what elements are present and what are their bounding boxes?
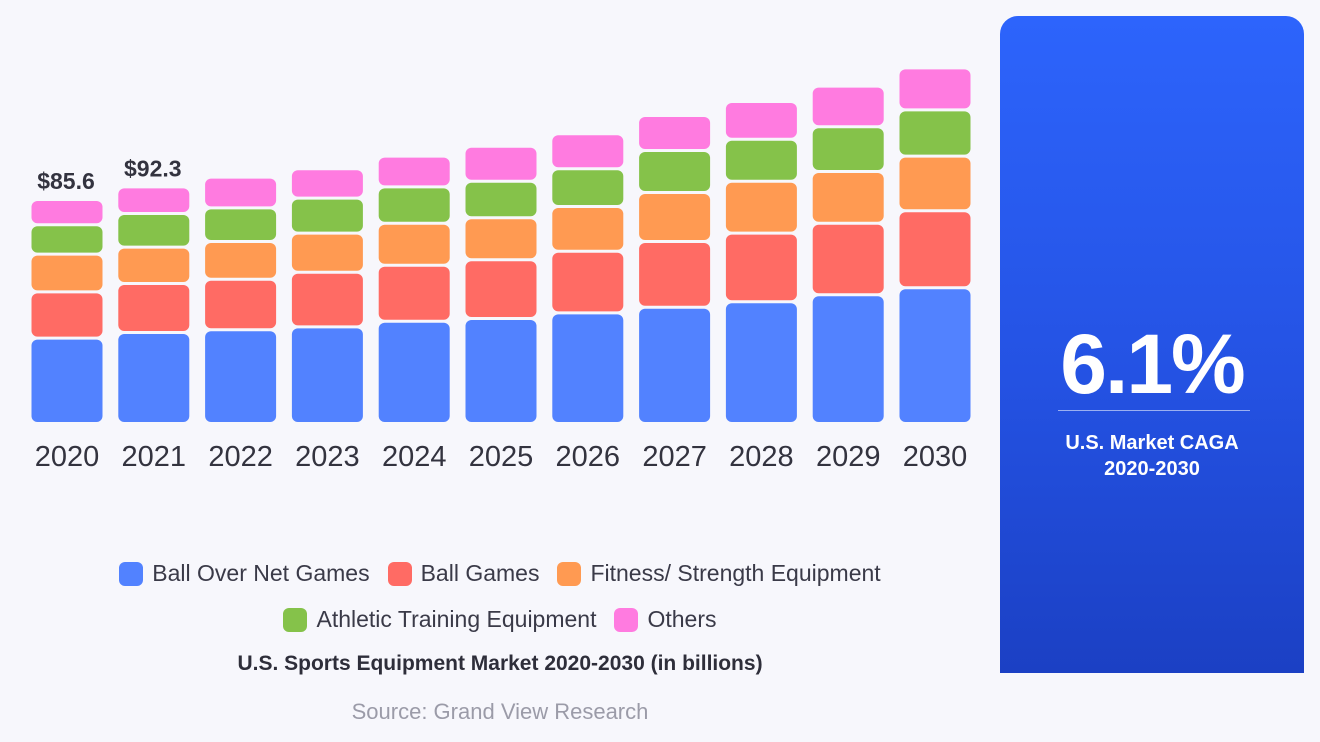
cagr-value: 6.1%	[1060, 317, 1245, 411]
bar-2022-athletic-training-equipment	[205, 209, 277, 240]
bar-2025-fitness-strength-equipment	[465, 219, 537, 259]
bar-2024-others	[378, 157, 450, 186]
legend-row-1: Ball Over Net Games Ball Games Fitness/ …	[0, 560, 1000, 587]
bar-2027-others	[639, 117, 711, 149]
bar-2025-ball-games	[465, 261, 537, 317]
cagr-label-line1: U.S. Market CAGA	[1065, 432, 1239, 454]
legend-swatch-others	[614, 607, 639, 632]
legend-label-ball-games: Ball Games	[420, 560, 540, 586]
bar-2023-athletic-training-equipment	[291, 199, 363, 232]
legend-label-athletic-training-equipment: Athletic Training Equipment	[316, 606, 597, 632]
bar-2028-ball-over-net-games	[725, 303, 797, 422]
bar-2027-ball-over-net-games	[639, 308, 711, 422]
x-tick-label-2023: 2023	[295, 441, 360, 473]
bar-2023-others	[291, 170, 363, 197]
cagr-label: U.S. Market CAGA 2020-2030	[1000, 430, 1304, 482]
bar-2029-ball-games	[812, 224, 884, 294]
bar-2023-ball-games	[291, 273, 363, 326]
bar-2020-ball-over-net-games	[31, 339, 103, 422]
data-label-2020: $85.6	[37, 168, 95, 194]
x-tick-label-2022: 2022	[208, 441, 273, 473]
bar-2022-ball-over-net-games	[205, 331, 277, 422]
x-tick-label-2029: 2029	[816, 441, 881, 473]
x-tick-label-2030: 2030	[903, 441, 968, 473]
bar-2028-ball-games	[725, 234, 797, 301]
x-tick-label-2027: 2027	[642, 441, 707, 473]
bar-2029-athletic-training-equipment	[812, 128, 884, 170]
chart-area: 2020 $85.6 2021 $92.3 2022 2023 2024 2025 2026 20…	[31, 69, 971, 724]
x-tick-label-2028: 2028	[729, 441, 794, 473]
legend-item-ball-games: Ball Games	[387, 560, 540, 587]
bar-2026-ball-games	[552, 252, 624, 312]
bar-2025-others	[465, 147, 537, 180]
bar-2025-athletic-training-equipment	[465, 182, 537, 217]
x-tick-label-2025: 2025	[469, 441, 534, 473]
bar-2020-athletic-training-equipment	[31, 226, 103, 253]
bar-2024-ball-games	[378, 266, 450, 320]
legend-swatch-fitness-strength-equipment	[557, 561, 582, 586]
bar-2028-fitness-strength-equipment	[725, 182, 797, 232]
bar-2027-athletic-training-equipment	[639, 152, 711, 191]
bar-2021-ball-over-net-games	[118, 334, 190, 422]
bar-2026-fitness-strength-equipment	[552, 208, 624, 250]
x-tick-label-2026: 2026	[556, 441, 621, 473]
bar-2024-athletic-training-equipment	[378, 188, 450, 222]
legend-item-fitness-strength-equipment: Fitness/ Strength Equipment	[557, 560, 881, 587]
legend-label-others: Others	[647, 606, 717, 632]
x-tick-label-2020: 2020	[35, 441, 100, 473]
legend-swatch-ball-games	[387, 561, 412, 586]
bar-2028-athletic-training-equipment	[725, 140, 797, 180]
legend-item-athletic-training-equipment: Athletic Training Equipment	[283, 606, 596, 633]
chart-source: Source: Grand View Research	[351, 699, 649, 724]
bar-2028-others	[725, 103, 797, 138]
bar-2027-fitness-strength-equipment	[639, 194, 711, 240]
chart-title: U.S. Sports Equipment Market 2020-2030 (…	[237, 652, 763, 675]
legend-label-ball-over-net-games: Ball Over Net Games	[152, 560, 370, 586]
bar-2029-others	[812, 87, 884, 126]
legend-row-2: Athletic Training Equipment Others	[0, 606, 1000, 633]
bar-2023-fitness-strength-equipment	[291, 234, 363, 271]
legend-label-fitness-strength-equipment: Fitness/ Strength Equipment	[590, 560, 881, 586]
legend-item-others: Others	[614, 606, 717, 633]
cagr-divider	[1058, 410, 1250, 411]
bar-2023-ball-over-net-games	[291, 328, 363, 422]
bar-2026-athletic-training-equipment	[552, 170, 624, 205]
bar-2021-athletic-training-equipment	[118, 215, 190, 246]
bar-2030-athletic-training-equipment	[899, 111, 971, 155]
bar-2022-others	[205, 178, 277, 207]
x-tick-label-2024: 2024	[382, 441, 447, 473]
bar-2030-fitness-strength-equipment	[899, 157, 971, 210]
bar-2030-ball-over-net-games	[899, 289, 971, 422]
stacked-bar-chart: 2020 $85.6 2021 $92.3 2022 2023 2024 2025 2026 20…	[31, 69, 971, 473]
bar-2027-ball-games	[639, 243, 711, 306]
bar-2026-ball-over-net-games	[552, 314, 624, 422]
bar-2030-others	[899, 69, 971, 109]
bar-2022-fitness-strength-equipment	[205, 243, 277, 278]
cagr-label-line2: 2020-2030	[1104, 458, 1200, 480]
bar-2021-fitness-strength-equipment	[118, 248, 190, 282]
bar-2021-ball-games	[118, 285, 190, 331]
bar-2021-others	[118, 188, 190, 212]
bar-2020-fitness-strength-equipment	[31, 255, 103, 291]
cagr-card: 6.1% U.S. Market CAGA 2020-2030	[1000, 16, 1304, 673]
bar-2026-others	[552, 135, 624, 168]
bar-2029-fitness-strength-equipment	[812, 173, 884, 222]
bar-2022-ball-games	[205, 280, 277, 329]
legend-swatch-athletic-training-equipment	[283, 607, 308, 632]
bar-2020-others	[31, 201, 103, 224]
legend-swatch-ball-over-net-games	[119, 561, 144, 586]
bar-2025-ball-over-net-games	[465, 320, 537, 422]
bar-2020-ball-games	[31, 293, 103, 337]
bar-2024-fitness-strength-equipment	[378, 224, 450, 264]
data-label-2021: $92.3	[124, 155, 182, 181]
bar-2024-ball-over-net-games	[378, 322, 450, 422]
legend-item-ball-over-net-games: Ball Over Net Games	[119, 560, 370, 587]
bar-2029-ball-over-net-games	[812, 296, 884, 422]
bar-2030-ball-games	[899, 212, 971, 287]
x-tick-label-2021: 2021	[122, 441, 187, 473]
